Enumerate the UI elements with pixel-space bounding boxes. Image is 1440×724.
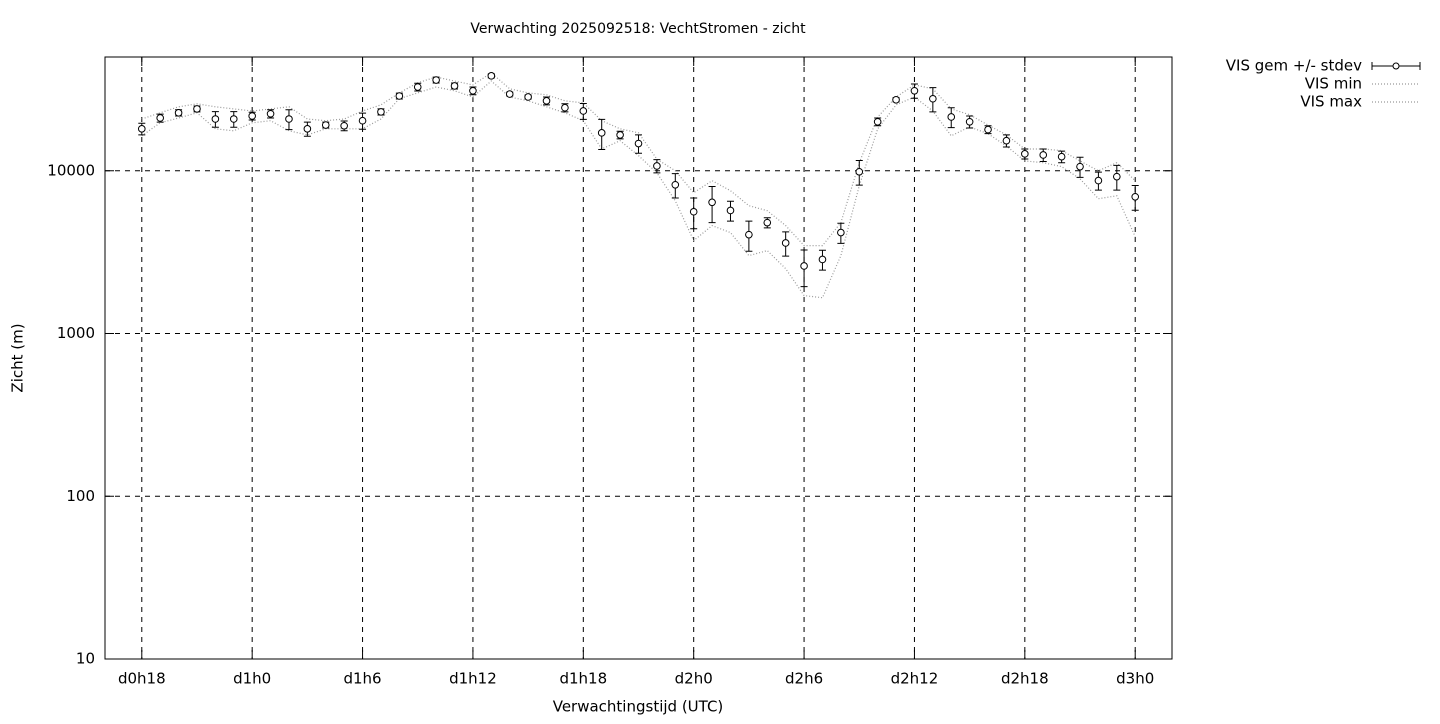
data-point bbox=[156, 114, 164, 122]
data-point bbox=[505, 90, 514, 98]
data-point bbox=[266, 109, 275, 118]
data-point bbox=[947, 113, 956, 121]
data-point bbox=[137, 125, 146, 133]
data-point bbox=[929, 94, 937, 103]
data-point bbox=[597, 129, 606, 137]
x-tick-label: d0h18 bbox=[118, 670, 166, 688]
data-point bbox=[1021, 150, 1029, 158]
data-point bbox=[524, 93, 532, 101]
data-point bbox=[1094, 176, 1103, 185]
plot-frame bbox=[104, 56, 1173, 660]
data-point bbox=[1002, 136, 1011, 145]
data-point bbox=[377, 108, 385, 116]
x-tick-label: d2h0 bbox=[675, 670, 713, 688]
data-point bbox=[910, 86, 919, 95]
y-tick-label: 10 bbox=[76, 650, 95, 668]
data-point bbox=[892, 95, 900, 104]
data-point bbox=[745, 230, 753, 239]
data-point bbox=[248, 112, 256, 120]
data-point bbox=[1113, 172, 1121, 181]
chart-title: Verwachting 2025092518: VechtStromen - z… bbox=[470, 21, 806, 37]
legend-label: VIS max bbox=[1300, 93, 1362, 111]
data-point bbox=[634, 139, 643, 148]
data-point bbox=[800, 262, 808, 270]
series-line bbox=[141, 72, 1136, 247]
data-point bbox=[193, 105, 201, 113]
data-point bbox=[781, 239, 790, 247]
data-point bbox=[984, 125, 992, 134]
data-point bbox=[616, 131, 624, 139]
data-point bbox=[229, 115, 238, 123]
data-point bbox=[413, 83, 422, 91]
y-tick-label: 100 bbox=[66, 487, 95, 505]
data-point bbox=[763, 218, 772, 227]
data-point bbox=[542, 97, 551, 105]
data-point bbox=[487, 72, 496, 80]
data-point bbox=[1076, 162, 1084, 171]
data-point bbox=[174, 109, 183, 117]
data-point bbox=[818, 255, 827, 264]
legend-label: VIS min bbox=[1305, 75, 1362, 93]
y-axis-label: Zicht (m) bbox=[9, 323, 27, 392]
data-point bbox=[1039, 151, 1048, 159]
series-line bbox=[141, 80, 1136, 299]
y-tick-label: 1000 bbox=[57, 324, 95, 342]
data-point bbox=[689, 207, 698, 216]
data-point bbox=[855, 167, 864, 176]
x-tick-label: d1h12 bbox=[449, 670, 497, 688]
legend-label: VIS gem +/- stdev bbox=[1226, 57, 1362, 75]
data-point bbox=[726, 206, 735, 215]
data-point bbox=[561, 103, 569, 112]
data-point bbox=[671, 180, 680, 189]
data-point bbox=[432, 76, 440, 84]
data-point bbox=[321, 121, 330, 129]
data-point bbox=[285, 115, 293, 123]
data-point bbox=[873, 117, 882, 126]
data-point bbox=[837, 228, 845, 237]
data-point bbox=[708, 198, 716, 207]
data-point bbox=[211, 115, 220, 123]
y-tick-label: 10000 bbox=[47, 161, 95, 179]
data-point bbox=[965, 117, 974, 126]
x-axis-label: Verwachtingstijd (UTC) bbox=[553, 698, 724, 716]
data-point bbox=[579, 107, 588, 115]
data-point bbox=[303, 125, 312, 133]
legend-swatch bbox=[1392, 62, 1400, 70]
data-point bbox=[653, 162, 661, 170]
x-tick-label: d2h18 bbox=[1001, 670, 1049, 688]
data-point bbox=[469, 86, 477, 95]
data-point bbox=[395, 92, 404, 100]
x-tick-label: d1h18 bbox=[559, 670, 607, 688]
x-tick-label: d1h6 bbox=[343, 670, 381, 688]
data-point bbox=[340, 121, 348, 130]
x-tick-label: d1h0 bbox=[233, 670, 271, 688]
data-point bbox=[1057, 152, 1066, 161]
data-point bbox=[358, 116, 367, 125]
x-tick-label: d2h6 bbox=[785, 670, 823, 688]
x-tick-label: d3h0 bbox=[1116, 670, 1154, 688]
data-point bbox=[450, 82, 459, 90]
data-point bbox=[1131, 192, 1140, 201]
x-tick-label: d2h12 bbox=[891, 670, 939, 688]
